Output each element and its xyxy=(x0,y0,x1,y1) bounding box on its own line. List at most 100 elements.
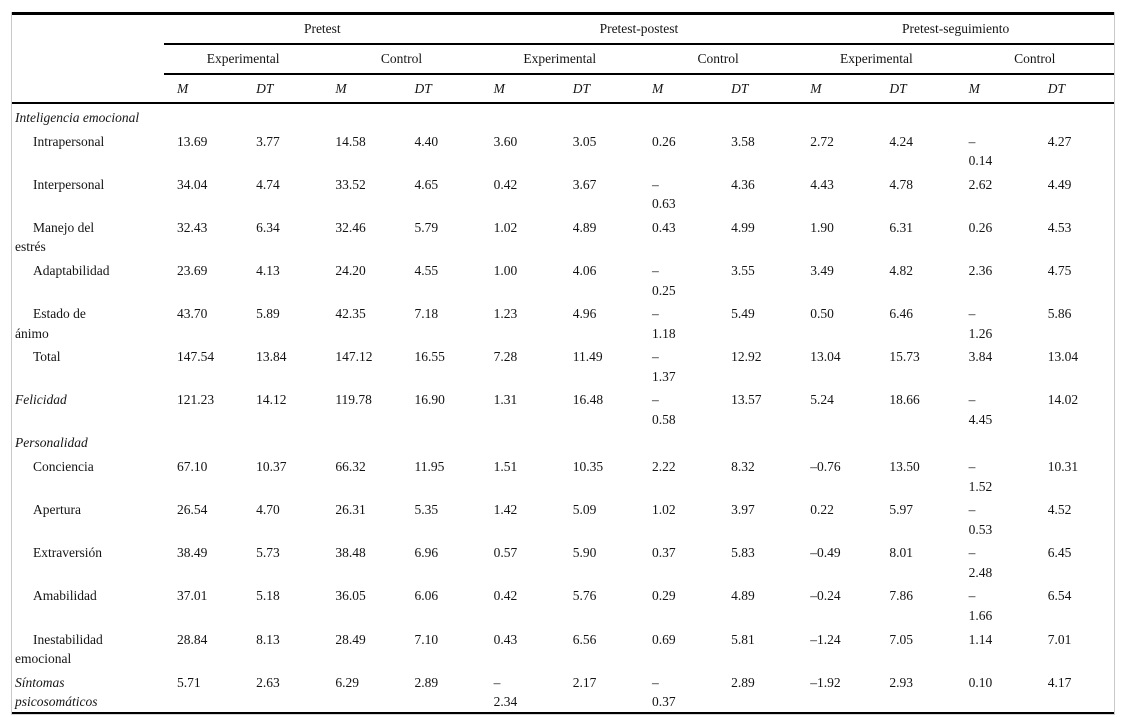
value-cell xyxy=(243,429,322,453)
value-cell: 28.49 xyxy=(335,631,366,647)
row-label: Inteligencia emocional xyxy=(15,110,140,125)
table-row: Inteligencia emocional xyxy=(12,103,1114,128)
value-cell: 8.01 xyxy=(889,545,914,561)
value-cell: 5.18 xyxy=(256,588,280,604)
value-cell: 4.74 xyxy=(256,176,280,192)
value-cell: –0.76 xyxy=(810,459,841,474)
value-cell: –0.24 xyxy=(810,588,841,604)
value-cell: 5.89 xyxy=(256,306,280,322)
value-cell: 7.86 xyxy=(889,588,914,604)
value-cell: – 0.37 xyxy=(651,674,676,710)
value-cell: 3.58 xyxy=(731,133,755,149)
value-cell: 7.05 xyxy=(889,631,914,647)
value-cell: 1.02 xyxy=(651,502,676,518)
value-cell: 1.51 xyxy=(493,459,518,474)
value-cell: 0.42 xyxy=(493,588,518,604)
row-label: Estado de ánimo xyxy=(15,306,86,341)
value-cell xyxy=(401,103,480,128)
value-cell: 4.78 xyxy=(889,176,914,192)
header-row-groups: Pretest Pretest-postest Pretest-seguimie… xyxy=(12,15,1114,45)
value-cell: 37.01 xyxy=(177,588,208,604)
value-cell xyxy=(639,103,718,128)
value-cell: 13.50 xyxy=(889,459,920,474)
value-cell: 0.22 xyxy=(810,502,834,518)
value-cell: 4.53 xyxy=(1047,219,1072,235)
value-cell: 4.52 xyxy=(1047,502,1072,518)
value-cell: 3.49 xyxy=(810,262,834,278)
value-cell: 10.31 xyxy=(1047,459,1079,474)
value-cell xyxy=(164,103,243,128)
value-cell: 3.97 xyxy=(731,502,755,518)
row-label: Manejo del estrés xyxy=(15,219,95,255)
value-cell: –1.24 xyxy=(810,631,841,647)
value-cell: 7.28 xyxy=(493,349,518,365)
value-cell: –1.92 xyxy=(810,674,841,690)
value-cell: 4.36 xyxy=(731,176,755,192)
value-cell: 4.43 xyxy=(810,176,834,192)
value-cell: 36.05 xyxy=(335,588,366,604)
table-row: Total 147.54 13.84 147.12 16.55 7.28 11.49 – 1.… xyxy=(12,343,1114,386)
value-cell: – 0.25 xyxy=(651,262,676,298)
table-row: Inestabilidad emocional 28.84 8.13 28.49 7.1… xyxy=(12,626,1114,669)
value-cell: 5.73 xyxy=(256,545,280,561)
group-header-pretest-seguimiento: Pretest-seguimiento xyxy=(797,15,1114,45)
value-cell xyxy=(164,429,243,453)
value-cell: 6.96 xyxy=(414,545,439,561)
stats-table: Pretest Pretest-postest Pretest-seguimie… xyxy=(12,15,1114,714)
stat-header-dt: DT xyxy=(559,74,639,104)
value-cell: 3.55 xyxy=(731,262,755,278)
group-header-pretest: Pretest xyxy=(164,15,481,45)
value-cell: – 0.53 xyxy=(968,502,993,537)
row-label: Extraversión xyxy=(33,545,102,561)
group-header-pretest-postest: Pretest-postest xyxy=(480,15,798,45)
value-cell: 13.04 xyxy=(1047,349,1079,365)
value-cell: 2.62 xyxy=(968,176,993,192)
value-cell: 2.72 xyxy=(810,133,834,149)
value-cell: 2.17 xyxy=(572,674,597,690)
value-cell xyxy=(1035,103,1114,128)
value-cell: 5.35 xyxy=(414,502,439,518)
value-cell: 6.45 xyxy=(1047,545,1072,561)
value-cell: 10.37 xyxy=(256,459,287,474)
value-cell: 5.86 xyxy=(1047,306,1072,322)
value-cell: 4.82 xyxy=(889,262,914,278)
value-cell: 4.75 xyxy=(1047,262,1072,278)
stub-cell xyxy=(12,74,164,104)
value-cell: 67.10 xyxy=(177,459,208,474)
stat-header-dt: DT xyxy=(1034,74,1114,104)
value-cell: 0.26 xyxy=(968,219,993,235)
value-cell: 5.90 xyxy=(572,545,597,561)
value-cell xyxy=(956,103,1035,128)
value-cell xyxy=(718,429,797,453)
stat-header-dt: DT xyxy=(876,74,956,104)
top-rule xyxy=(12,12,1114,15)
value-cell: 0.29 xyxy=(651,588,676,604)
value-cell xyxy=(797,429,876,453)
value-cell: 16.55 xyxy=(414,349,445,365)
table-row: Síntomas psicosomáticos 5.71 2.63 6.29 2.89 –… xyxy=(12,669,1114,713)
value-cell: 0.57 xyxy=(493,545,518,561)
value-cell: 66.32 xyxy=(335,459,366,474)
value-cell: 3.77 xyxy=(256,133,280,149)
value-cell: 3.67 xyxy=(572,176,597,192)
value-cell: 3.84 xyxy=(968,349,993,365)
value-cell: 4.96 xyxy=(572,306,597,322)
value-cell: – 1.37 xyxy=(651,349,676,384)
value-cell: 2.63 xyxy=(256,674,280,690)
value-cell: 16.90 xyxy=(414,392,445,408)
row-label: Total xyxy=(33,349,61,365)
stat-header-m: M xyxy=(480,74,560,104)
value-cell: 4.99 xyxy=(731,219,755,235)
value-cell: 3.05 xyxy=(572,133,597,149)
table-row: Manejo del estrés 32.43 6.34 32.46 5.79 1.02 4… xyxy=(12,214,1114,257)
value-cell: 8.32 xyxy=(731,459,755,474)
stat-header-m: M xyxy=(797,74,877,104)
value-cell: 18.66 xyxy=(889,392,920,408)
subgroup-header-experimental: Experimental xyxy=(164,44,323,75)
value-cell: 147.12 xyxy=(335,349,373,365)
value-cell: – 2.48 xyxy=(968,545,993,580)
stat-header-m: M xyxy=(164,74,244,104)
value-cell: 6.54 xyxy=(1047,588,1072,604)
value-cell: 4.65 xyxy=(414,176,439,192)
value-cell: 5.83 xyxy=(731,545,755,561)
